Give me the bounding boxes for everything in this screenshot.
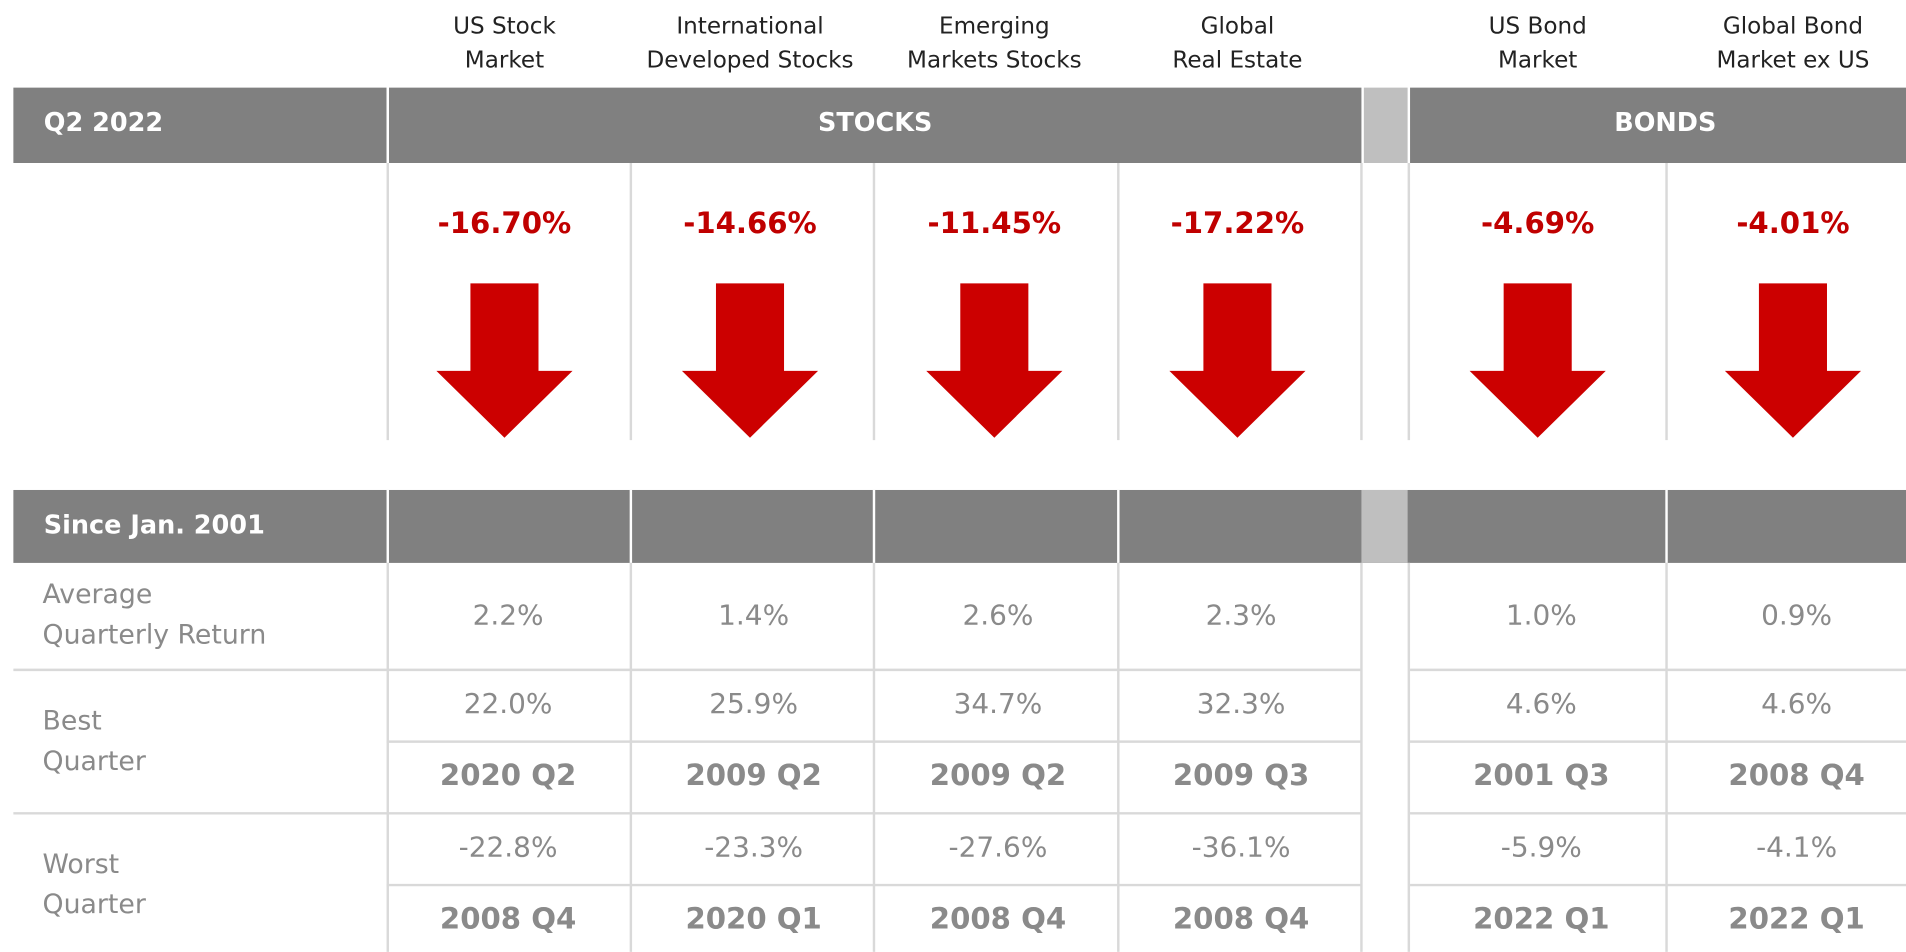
best-date: 2009 Q2: [685, 758, 821, 792]
stocks-band: [388, 87, 1362, 163]
average: 1.4%: [718, 598, 789, 631]
column-header: Markets Stocks: [907, 47, 1082, 73]
row-label: Quarter: [43, 746, 146, 777]
best: 32.3%: [1197, 687, 1286, 720]
worst-date: 2008 Q4: [440, 901, 576, 935]
row-label: Quarterly Return: [43, 619, 267, 650]
worst-date: 2008 Q4: [1173, 901, 1309, 935]
best: 25.9%: [709, 687, 798, 720]
down-arrow: [1169, 283, 1306, 438]
worst: -27.6%: [949, 831, 1048, 864]
best-date: 2020 Q2: [440, 758, 576, 792]
period-band: [13, 87, 387, 163]
column-header: Global: [1201, 13, 1275, 39]
column-header: International: [676, 13, 823, 39]
best-date: 2008 Q4: [1728, 758, 1864, 792]
row-label: Quarter: [43, 889, 146, 920]
worst-date: 2008 Q4: [930, 901, 1066, 935]
bonds-band: [1410, 87, 1906, 163]
down-arrow: [926, 283, 1063, 438]
return: -4.69%: [1481, 206, 1594, 240]
average: 2.2%: [473, 598, 544, 631]
down-arrow: [436, 283, 573, 438]
best: 22.0%: [464, 687, 553, 720]
period: Q2 2022: [44, 108, 163, 138]
best: 34.7%: [954, 687, 1043, 720]
best-date: 2001 Q3: [1473, 758, 1609, 792]
worst: -23.3%: [704, 831, 803, 864]
column-header: Real Estate: [1172, 47, 1302, 73]
down-arrow: [1724, 283, 1862, 438]
average: 0.9%: [1761, 598, 1832, 631]
average: 2.6%: [962, 598, 1033, 631]
row-label: Average: [43, 579, 153, 610]
down-arrow: [681, 283, 819, 438]
worst-date: 2022 Q1: [1728, 901, 1864, 935]
return: -17.22%: [1171, 206, 1305, 240]
column-header: Market: [1498, 47, 1577, 73]
worst-date: 2020 Q1: [685, 901, 821, 935]
group-label: BONDS: [1614, 108, 1716, 138]
since-label: Since Jan. 2001: [44, 510, 265, 540]
down-arrow: [1469, 283, 1606, 438]
best: 4.6%: [1761, 687, 1832, 720]
worst: -4.1%: [1756, 831, 1837, 864]
worst: -5.9%: [1501, 831, 1582, 864]
column-header: Developed Stocks: [646, 47, 853, 73]
column-header: Market: [465, 47, 544, 73]
best-date: 2009 Q2: [930, 758, 1066, 792]
worst: -22.8%: [459, 831, 558, 864]
return: -4.01%: [1736, 206, 1849, 240]
average: 2.3%: [1206, 598, 1277, 631]
worst: -36.1%: [1192, 831, 1291, 864]
return: -16.70%: [438, 206, 572, 240]
spacer-band: [1363, 87, 1408, 163]
column-header: US Stock: [453, 13, 556, 39]
column-header: Global Bond: [1723, 13, 1863, 39]
column-header: Emerging: [939, 13, 1050, 39]
row-label: Worst: [43, 849, 120, 880]
best-date: 2009 Q3: [1173, 758, 1309, 792]
since-band: [13, 489, 1906, 563]
best: 4.6%: [1506, 687, 1577, 720]
worst-date: 2022 Q1: [1473, 901, 1609, 935]
row-label: Best: [43, 706, 102, 737]
average: 1.0%: [1506, 598, 1577, 631]
group-label: STOCKS: [818, 108, 932, 138]
return: -11.45%: [928, 206, 1062, 240]
spacer-band: [1361, 489, 1408, 563]
column-header: Market ex US: [1716, 47, 1869, 73]
column-header: US Bond: [1489, 13, 1587, 39]
return: -14.66%: [683, 206, 817, 240]
